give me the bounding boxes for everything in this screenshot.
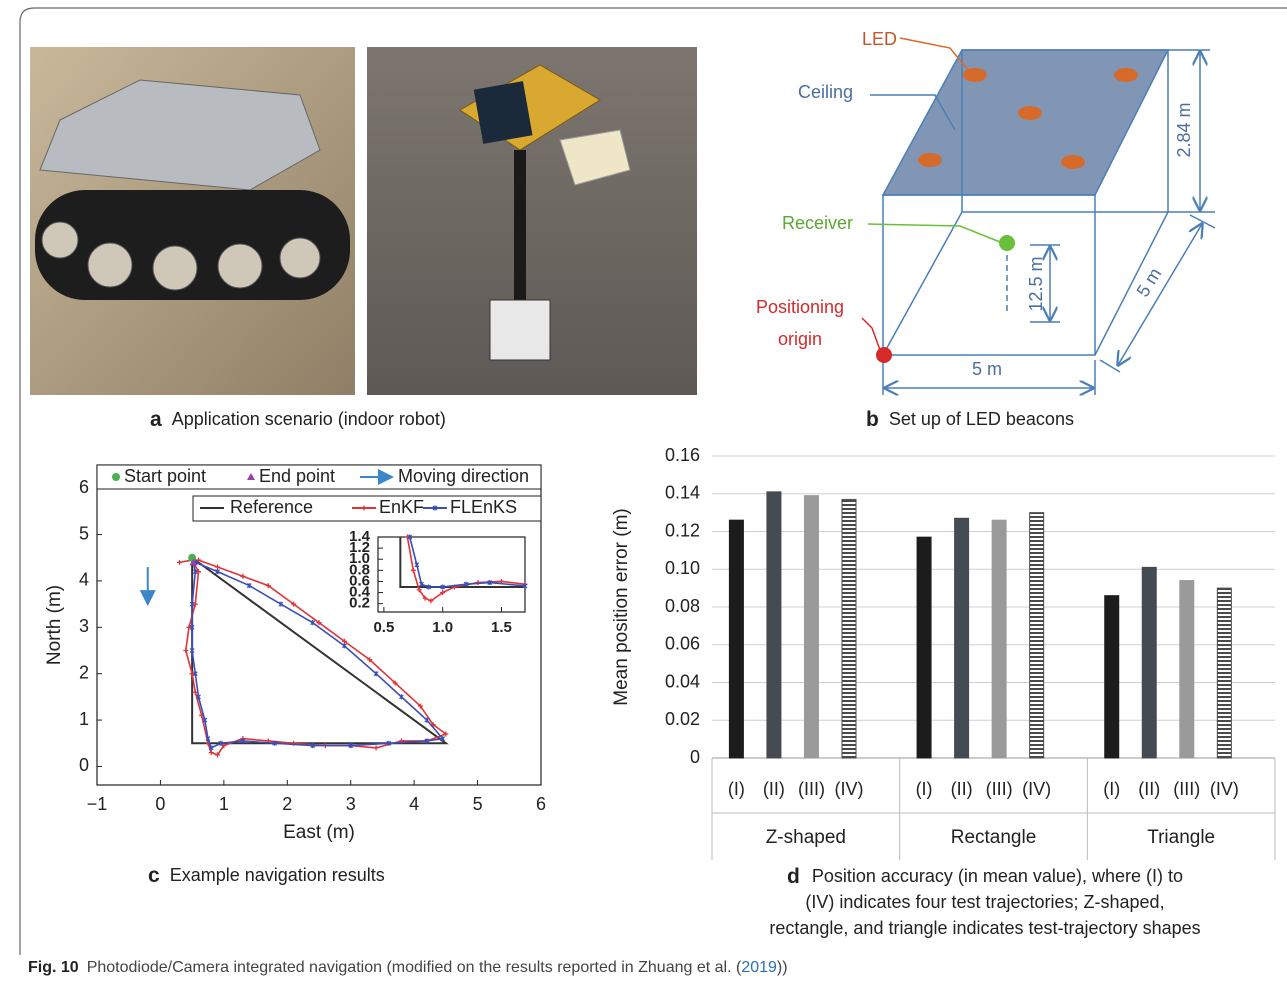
group-label: Triangle [1147, 827, 1215, 848]
bar [1105, 596, 1119, 758]
y-tick-label: 0 [79, 755, 89, 775]
y-tick-label: 2 [79, 662, 89, 682]
bar [767, 492, 781, 758]
led-label: LED [862, 29, 897, 49]
receiver-label: Receiver [782, 213, 853, 233]
y-tick-label: 0.12 [665, 520, 700, 540]
legend-marker [112, 473, 120, 481]
x-tick-label: 2 [282, 794, 292, 814]
subcategory-label: (II) [1138, 779, 1160, 799]
bar [1030, 513, 1044, 758]
x-tick-label: 3 [346, 794, 356, 814]
y-tick-label: 0.10 [665, 558, 700, 578]
panel-letter: a Application scenario (indoor robot) [150, 408, 446, 431]
panel-letter: c [148, 864, 160, 887]
y-tick-label: 0.08 [665, 596, 700, 616]
subcategory-label: (II) [951, 779, 973, 799]
bar [955, 518, 969, 758]
figure-caption: Fig. 10 Photodiode/Camera integrated navi… [28, 959, 788, 976]
y-tick-label: 1.4 [349, 528, 371, 545]
subcategory-label: (I) [1103, 779, 1120, 799]
x-tick-label: 1.0 [432, 619, 453, 636]
figure-label: Fig. 10 [28, 959, 79, 976]
legend-label: EnKF [379, 497, 424, 517]
x-tick-label: 6 [536, 794, 546, 814]
panel-letter: c Example navigation results [148, 864, 385, 887]
subcategory-label: (IV) [1210, 779, 1239, 799]
legend-label: Moving direction [398, 466, 529, 486]
group-label: Z-shaped [766, 827, 846, 848]
y-axis-label: North (m) [44, 585, 65, 665]
x-tick-label: −1 [87, 794, 108, 814]
legend-label: End point [259, 466, 335, 486]
panel-letter: d [787, 865, 800, 888]
x-tick-label: 0.5 [373, 619, 394, 636]
y-axis-label: Mean position error (m) [611, 508, 632, 705]
caption-text: Photodiode/Camera integrated navigation … [87, 959, 742, 976]
x-axis-label: East (m) [283, 822, 355, 843]
led-diagram [862, 38, 1215, 395]
panel-caption: Set up of LED beacons [889, 409, 1074, 429]
panel-letter: a [150, 408, 162, 431]
x-tick-label: 0 [155, 794, 165, 814]
legend-label: Start point [124, 466, 206, 486]
y-tick-label: 0.14 [665, 483, 700, 503]
photo-receiver [367, 47, 697, 395]
subcategory-label: (III) [1173, 779, 1200, 799]
subcategory-label: (I) [728, 779, 745, 799]
y-tick-label: 4 [79, 570, 89, 590]
citation-link[interactable]: 2019 [741, 959, 777, 976]
x-tick-label: 1 [219, 794, 229, 814]
group-label: Rectangle [951, 827, 1037, 848]
legend-label: Reference [230, 497, 313, 517]
x-tick-label: 4 [409, 794, 419, 814]
y-tick-label: 0.16 [665, 445, 700, 465]
bar [1180, 581, 1194, 758]
subcategory-label: (I) [916, 779, 933, 799]
y-tick-label: 0.04 [665, 671, 700, 691]
photo-robot [30, 47, 355, 395]
panel-caption: Position accuracy (in mean value), where… [812, 866, 1183, 886]
height-label: 2.84 m [1174, 102, 1194, 157]
subcategory-label: (III) [798, 779, 825, 799]
x-tick-label: 1.5 [491, 619, 512, 636]
subcategory-label: (II) [763, 779, 785, 799]
y-tick-label: 3 [79, 616, 89, 636]
y-tick-label: 0.06 [665, 634, 700, 654]
panel-letter: d Position accuracy (in mean value), wher… [787, 865, 1183, 888]
point [188, 554, 196, 562]
y-tick-label: 0.02 [665, 709, 700, 729]
panel-caption: rectangle, and triangle indicates test-t… [769, 918, 1200, 938]
receiver-height-label: 12.5 m [1026, 256, 1046, 311]
y-tick-label: 0 [690, 747, 700, 767]
origin-label: Positioning [756, 297, 844, 317]
panel-caption: Application scenario (indoor robot) [172, 409, 446, 429]
bar [1217, 588, 1231, 758]
panel-letter: b [866, 408, 879, 431]
bar [842, 499, 856, 758]
legend-label: FLEnKS [450, 497, 517, 517]
subcategory-label: (IV) [834, 779, 863, 799]
ceiling-label: Ceiling [798, 82, 853, 102]
panel-caption: Example navigation results [170, 865, 385, 885]
bar [1142, 567, 1156, 758]
x-tick-label: 5 [473, 794, 483, 814]
panel-caption: (IV) indicates four test trajectories; Z… [805, 892, 1164, 912]
bar [804, 496, 818, 758]
bar [917, 537, 931, 758]
panel-letter: b Set up of LED beacons [866, 408, 1074, 431]
origin-label: origin [778, 329, 822, 349]
width-label: 5 m [972, 359, 1002, 379]
subcategory-label: (III) [986, 779, 1013, 799]
figure: a Application scenario (indoor robot) LED… [0, 0, 1287, 983]
bar [992, 520, 1006, 758]
y-tick-label: 1 [79, 709, 89, 729]
caption-text: )) [777, 959, 788, 976]
subcategory-label: (IV) [1022, 779, 1051, 799]
y-tick-label: 6 [79, 477, 89, 497]
bar [729, 520, 743, 758]
y-tick-label: 5 [79, 523, 89, 543]
